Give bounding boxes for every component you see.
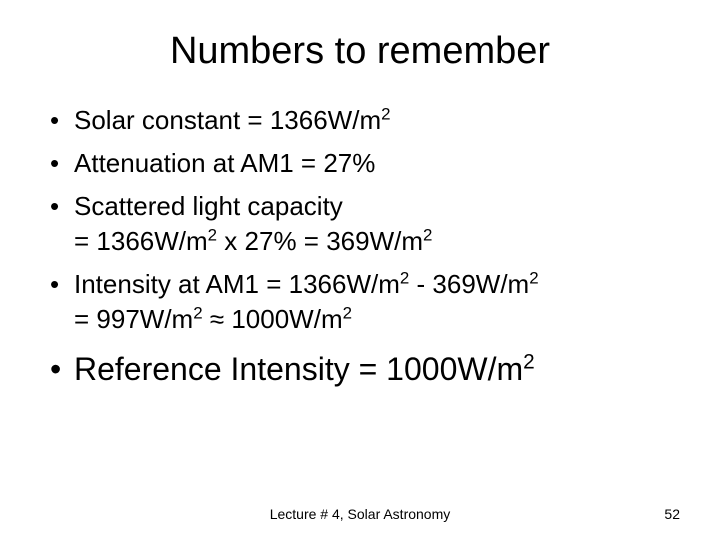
superscript: 2 <box>529 269 538 288</box>
superscript: 2 <box>400 269 409 288</box>
slide-footer: Lecture # 4, Solar Astronomy <box>0 506 720 522</box>
bullet-text: Solar constant = 1366W/m <box>74 105 381 135</box>
bullet-item: Intensity at AM1 = 1366W/m2 - 369W/m2 = … <box>50 267 680 337</box>
bullet-item: Attenuation at AM1 = 27% <box>50 146 680 181</box>
bullet-item-large: Reference Intensity = 1000W/m2 <box>50 348 680 391</box>
bullet-text: x 27% = 369W/m <box>217 226 423 256</box>
superscript: 2 <box>523 350 535 373</box>
superscript: 2 <box>208 226 217 245</box>
bullet-text: Attenuation at AM1 = 27% <box>74 148 375 178</box>
bullet-text: Intensity at AM1 = 1366W/m <box>74 269 400 299</box>
slide-title: Numbers to remember <box>40 30 680 73</box>
superscript: 2 <box>423 226 432 245</box>
superscript: 2 <box>381 104 390 123</box>
superscript: 2 <box>343 304 352 323</box>
bullet-text: Reference Intensity = 1000W/m <box>74 351 523 387</box>
bullet-text: ≈ 1000W/m <box>203 304 343 334</box>
bullet-item: Solar constant = 1366W/m2 <box>50 103 680 138</box>
bullet-item: Scattered light capacity = 1366W/m2 x 27… <box>50 189 680 259</box>
bullet-list: Solar constant = 1366W/m2 Attenuation at… <box>40 103 680 391</box>
slide-container: Numbers to remember Solar constant = 136… <box>0 0 720 540</box>
bullet-text: - 369W/m <box>409 269 529 299</box>
page-number: 52 <box>664 506 680 522</box>
superscript: 2 <box>193 304 202 323</box>
bullet-text: = 997W/m <box>74 304 193 334</box>
